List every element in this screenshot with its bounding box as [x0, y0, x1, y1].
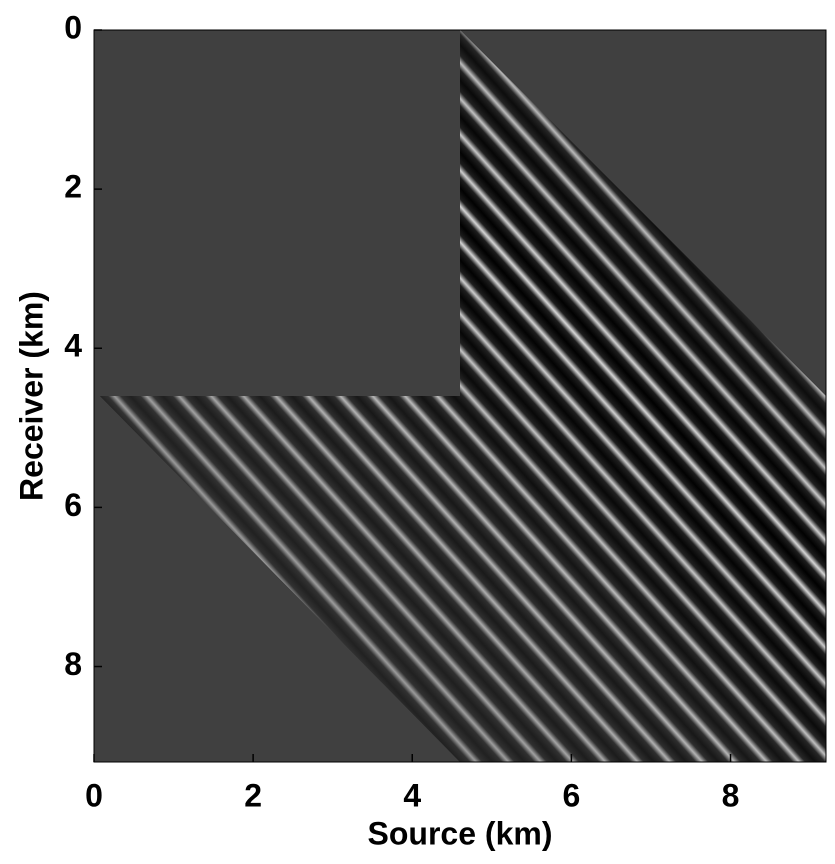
x-tick-label: 2 — [244, 777, 262, 813]
x-tick-label: 8 — [722, 777, 740, 813]
y-tick-label: 2 — [64, 169, 82, 205]
x-axis-label: Source (km) — [368, 815, 553, 851]
y-tick-label: 0 — [64, 9, 82, 45]
plot-frame — [93, 29, 827, 763]
x-tick-label: 6 — [562, 777, 580, 813]
y-tick-label: 6 — [64, 487, 82, 523]
x-tick-label: 4 — [403, 777, 421, 813]
x-tick-label: 0 — [85, 777, 103, 813]
y-axis-label: Receiver (km) — [13, 291, 49, 501]
y-tick-label: 4 — [64, 328, 82, 364]
y-tick-label: 8 — [64, 646, 82, 682]
wavefield-shading — [100, 30, 826, 762]
